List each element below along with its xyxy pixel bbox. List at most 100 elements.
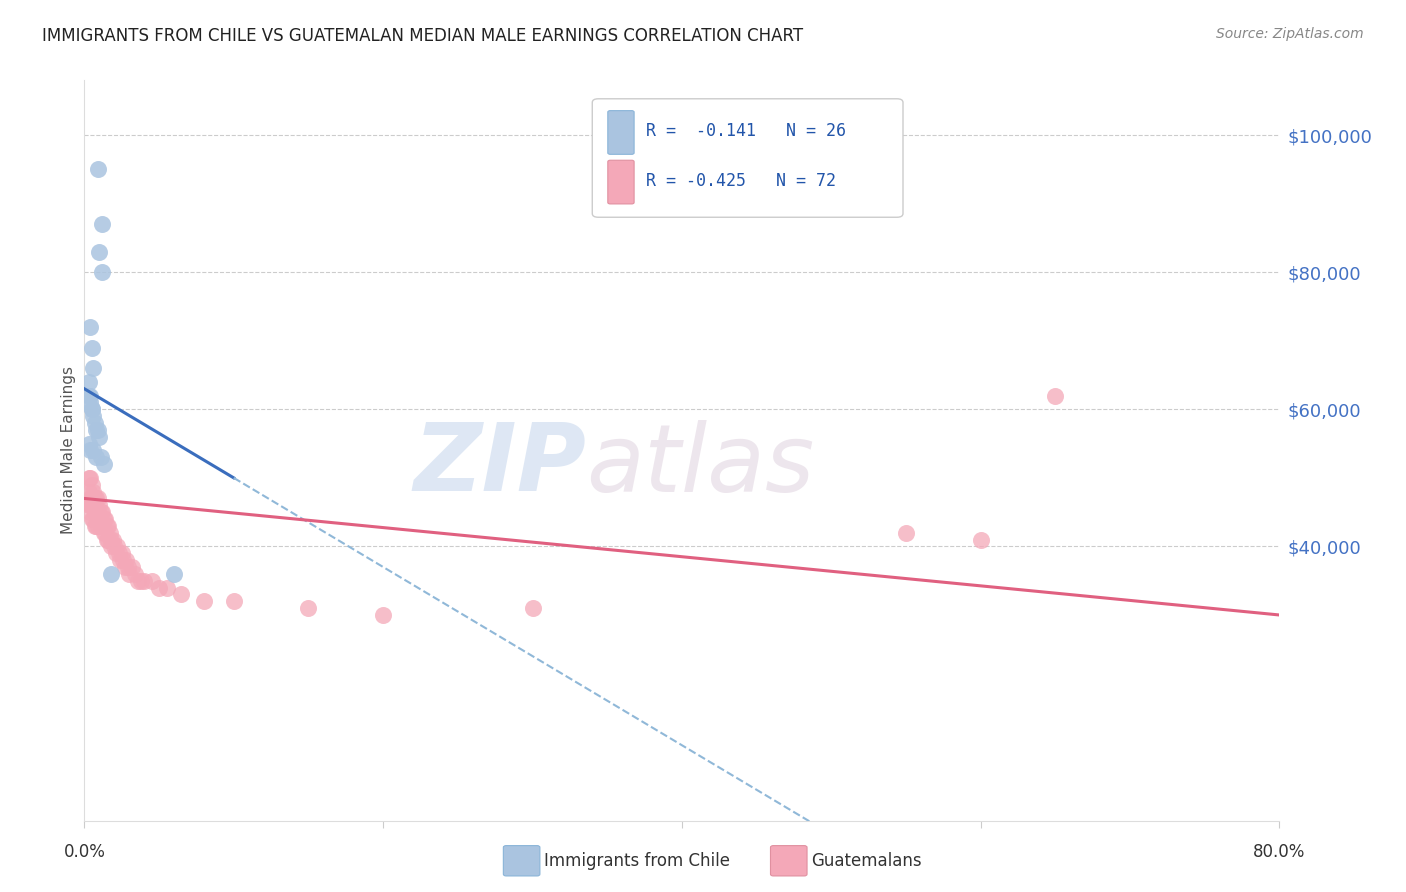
Point	[86, 450, 108, 465]
Point	[103, 540, 125, 554]
Point	[79, 471, 101, 485]
Point	[104, 546, 127, 560]
Point	[80, 402, 103, 417]
Point	[94, 525, 117, 540]
Text: R = -0.425   N = 72: R = -0.425 N = 72	[647, 172, 837, 190]
Point	[77, 471, 100, 485]
Point	[105, 540, 128, 554]
Point	[89, 498, 111, 512]
Point	[82, 409, 104, 424]
Point	[115, 553, 138, 567]
Point	[170, 587, 193, 601]
Point	[91, 265, 114, 279]
Point	[96, 533, 118, 547]
Point	[82, 361, 104, 376]
Point	[129, 574, 152, 588]
Text: ZIP: ZIP	[413, 419, 586, 511]
Point	[79, 389, 101, 403]
Point	[90, 519, 112, 533]
Point	[79, 443, 101, 458]
Point	[83, 519, 105, 533]
Point	[79, 491, 101, 506]
Point	[373, 607, 395, 622]
Point	[80, 498, 103, 512]
Text: atlas: atlas	[586, 420, 814, 511]
Text: Source: ZipAtlas.com: Source: ZipAtlas.com	[1216, 27, 1364, 41]
Point	[90, 505, 112, 519]
Point	[79, 498, 101, 512]
Point	[100, 540, 122, 554]
Point	[163, 566, 186, 581]
Point	[80, 512, 103, 526]
Point	[107, 546, 129, 560]
Point	[93, 525, 115, 540]
Point	[80, 341, 103, 355]
Point	[93, 512, 115, 526]
Point	[80, 477, 103, 491]
Point	[79, 505, 101, 519]
Point	[90, 450, 112, 465]
Point	[112, 553, 135, 567]
Point	[82, 484, 104, 499]
FancyBboxPatch shape	[592, 99, 903, 218]
Point	[80, 402, 103, 417]
Point	[93, 457, 115, 471]
Point	[91, 505, 114, 519]
Text: IMMIGRANTS FROM CHILE VS GUATEMALAN MEDIAN MALE EARNINGS CORRELATION CHART: IMMIGRANTS FROM CHILE VS GUATEMALAN MEDI…	[42, 27, 803, 45]
Point	[82, 498, 104, 512]
Point	[77, 498, 100, 512]
Point	[86, 505, 108, 519]
Point	[87, 491, 110, 506]
Point	[83, 505, 105, 519]
Point	[110, 553, 132, 567]
Text: 0.0%: 0.0%	[63, 843, 105, 861]
Point	[894, 525, 917, 540]
Point	[83, 491, 105, 506]
Point	[89, 244, 111, 259]
Point	[114, 560, 136, 574]
Point	[141, 574, 163, 588]
FancyBboxPatch shape	[607, 161, 634, 204]
Text: Guatemalans: Guatemalans	[811, 852, 922, 870]
Point	[87, 519, 110, 533]
Y-axis label: Median Male Earnings: Median Male Earnings	[60, 367, 76, 534]
Point	[96, 519, 118, 533]
Point	[86, 519, 108, 533]
Point	[87, 162, 110, 177]
Point	[970, 533, 993, 547]
Point	[148, 581, 170, 595]
Text: Immigrants from Chile: Immigrants from Chile	[544, 852, 730, 870]
Point	[80, 491, 103, 506]
Point	[82, 512, 104, 526]
Point	[87, 423, 110, 437]
Point	[83, 416, 105, 430]
Point	[124, 566, 146, 581]
Point	[79, 395, 101, 409]
Point	[77, 375, 100, 389]
Point	[117, 560, 139, 574]
Point	[118, 566, 141, 581]
Point	[132, 574, 156, 588]
Point	[297, 601, 319, 615]
Point	[97, 533, 120, 547]
Point	[86, 423, 108, 437]
Point	[77, 436, 100, 450]
Text: 80.0%: 80.0%	[1253, 843, 1306, 861]
Point	[193, 594, 215, 608]
Point	[82, 491, 104, 506]
Point	[86, 491, 108, 506]
Point	[111, 546, 134, 560]
Point	[100, 566, 122, 581]
Point	[222, 594, 245, 608]
Point	[89, 512, 111, 526]
Point	[100, 533, 122, 547]
Point	[1045, 389, 1067, 403]
Point	[79, 320, 101, 334]
Point	[127, 574, 149, 588]
Point	[98, 525, 121, 540]
Point	[121, 560, 143, 574]
Point	[97, 519, 120, 533]
Point	[91, 217, 114, 231]
Point	[101, 533, 124, 547]
Point	[89, 430, 111, 444]
